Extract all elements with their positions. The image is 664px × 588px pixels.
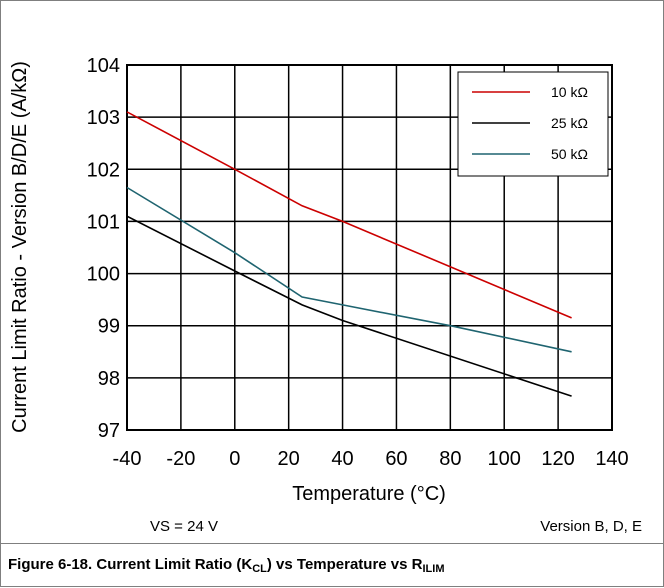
y-tick-label: 101 <box>87 211 120 233</box>
legend-label: 50 kΩ <box>551 146 588 162</box>
x-tick-label: -20 <box>166 448 195 470</box>
y-tick-label: 99 <box>98 316 120 338</box>
y-tick-label: 103 <box>87 107 120 129</box>
series-line <box>126 111 572 319</box>
legend-label: 25 kΩ <box>551 115 588 131</box>
conditions-note: VS = 24 V <box>150 518 218 535</box>
line-chart: 10 kΩ 25 kΩ 50 kΩ -40 -20 0 20 40 60 80 100 120 140… <box>9 55 629 505</box>
legend: 10 kΩ 25 kΩ 50 kΩ <box>457 71 609 177</box>
legend-label: 10 kΩ <box>551 84 588 100</box>
x-tick-label: -40 <box>113 448 142 470</box>
x-tick-label: 0 <box>229 448 240 470</box>
x-tick-label: 140 <box>595 448 628 470</box>
caption-row: Figure 6-18. Current Limit Ratio (KCL) v… <box>0 543 664 588</box>
y-tick-label: 100 <box>87 264 120 286</box>
y-tick-labels: 97 98 99 100 101 102 103 104 <box>87 55 120 442</box>
caption-subscript-kcl: CL <box>252 563 267 575</box>
version-note: Version B, D, E <box>540 518 642 535</box>
y-tick-label: 104 <box>87 55 120 77</box>
series-line <box>126 186 572 353</box>
legend-box <box>457 71 609 177</box>
x-tick-label: 20 <box>278 448 300 470</box>
x-axis-label: Temperature (°C) <box>292 483 446 505</box>
x-tick-label: 40 <box>331 448 353 470</box>
figure-caption: Figure 6-18. Current Limit Ratio (KCL) v… <box>8 556 445 575</box>
caption-subscript-rilim: ILIM <box>422 563 445 575</box>
x-tick-label: 100 <box>488 448 521 470</box>
y-tick-label: 102 <box>87 159 120 181</box>
x-tick-label: 60 <box>385 448 407 470</box>
caption-text: Figure 6-18. Current Limit Ratio (K <box>8 556 253 573</box>
plot-area <box>126 64 613 431</box>
x-tick-labels: -40 -20 0 20 40 60 80 100 120 140 <box>113 448 629 470</box>
x-tick-label: 120 <box>541 448 574 470</box>
y-tick-label: 97 <box>98 420 120 442</box>
y-tick-label: 98 <box>98 368 120 390</box>
x-tick-label: 80 <box>439 448 461 470</box>
y-axis-label: Current Limit Ratio - Version B/D/E (A/k… <box>9 61 31 433</box>
caption-text-middle: ) vs Temperature vs R <box>266 556 423 573</box>
series-lines <box>126 111 572 397</box>
series-line <box>126 215 572 397</box>
